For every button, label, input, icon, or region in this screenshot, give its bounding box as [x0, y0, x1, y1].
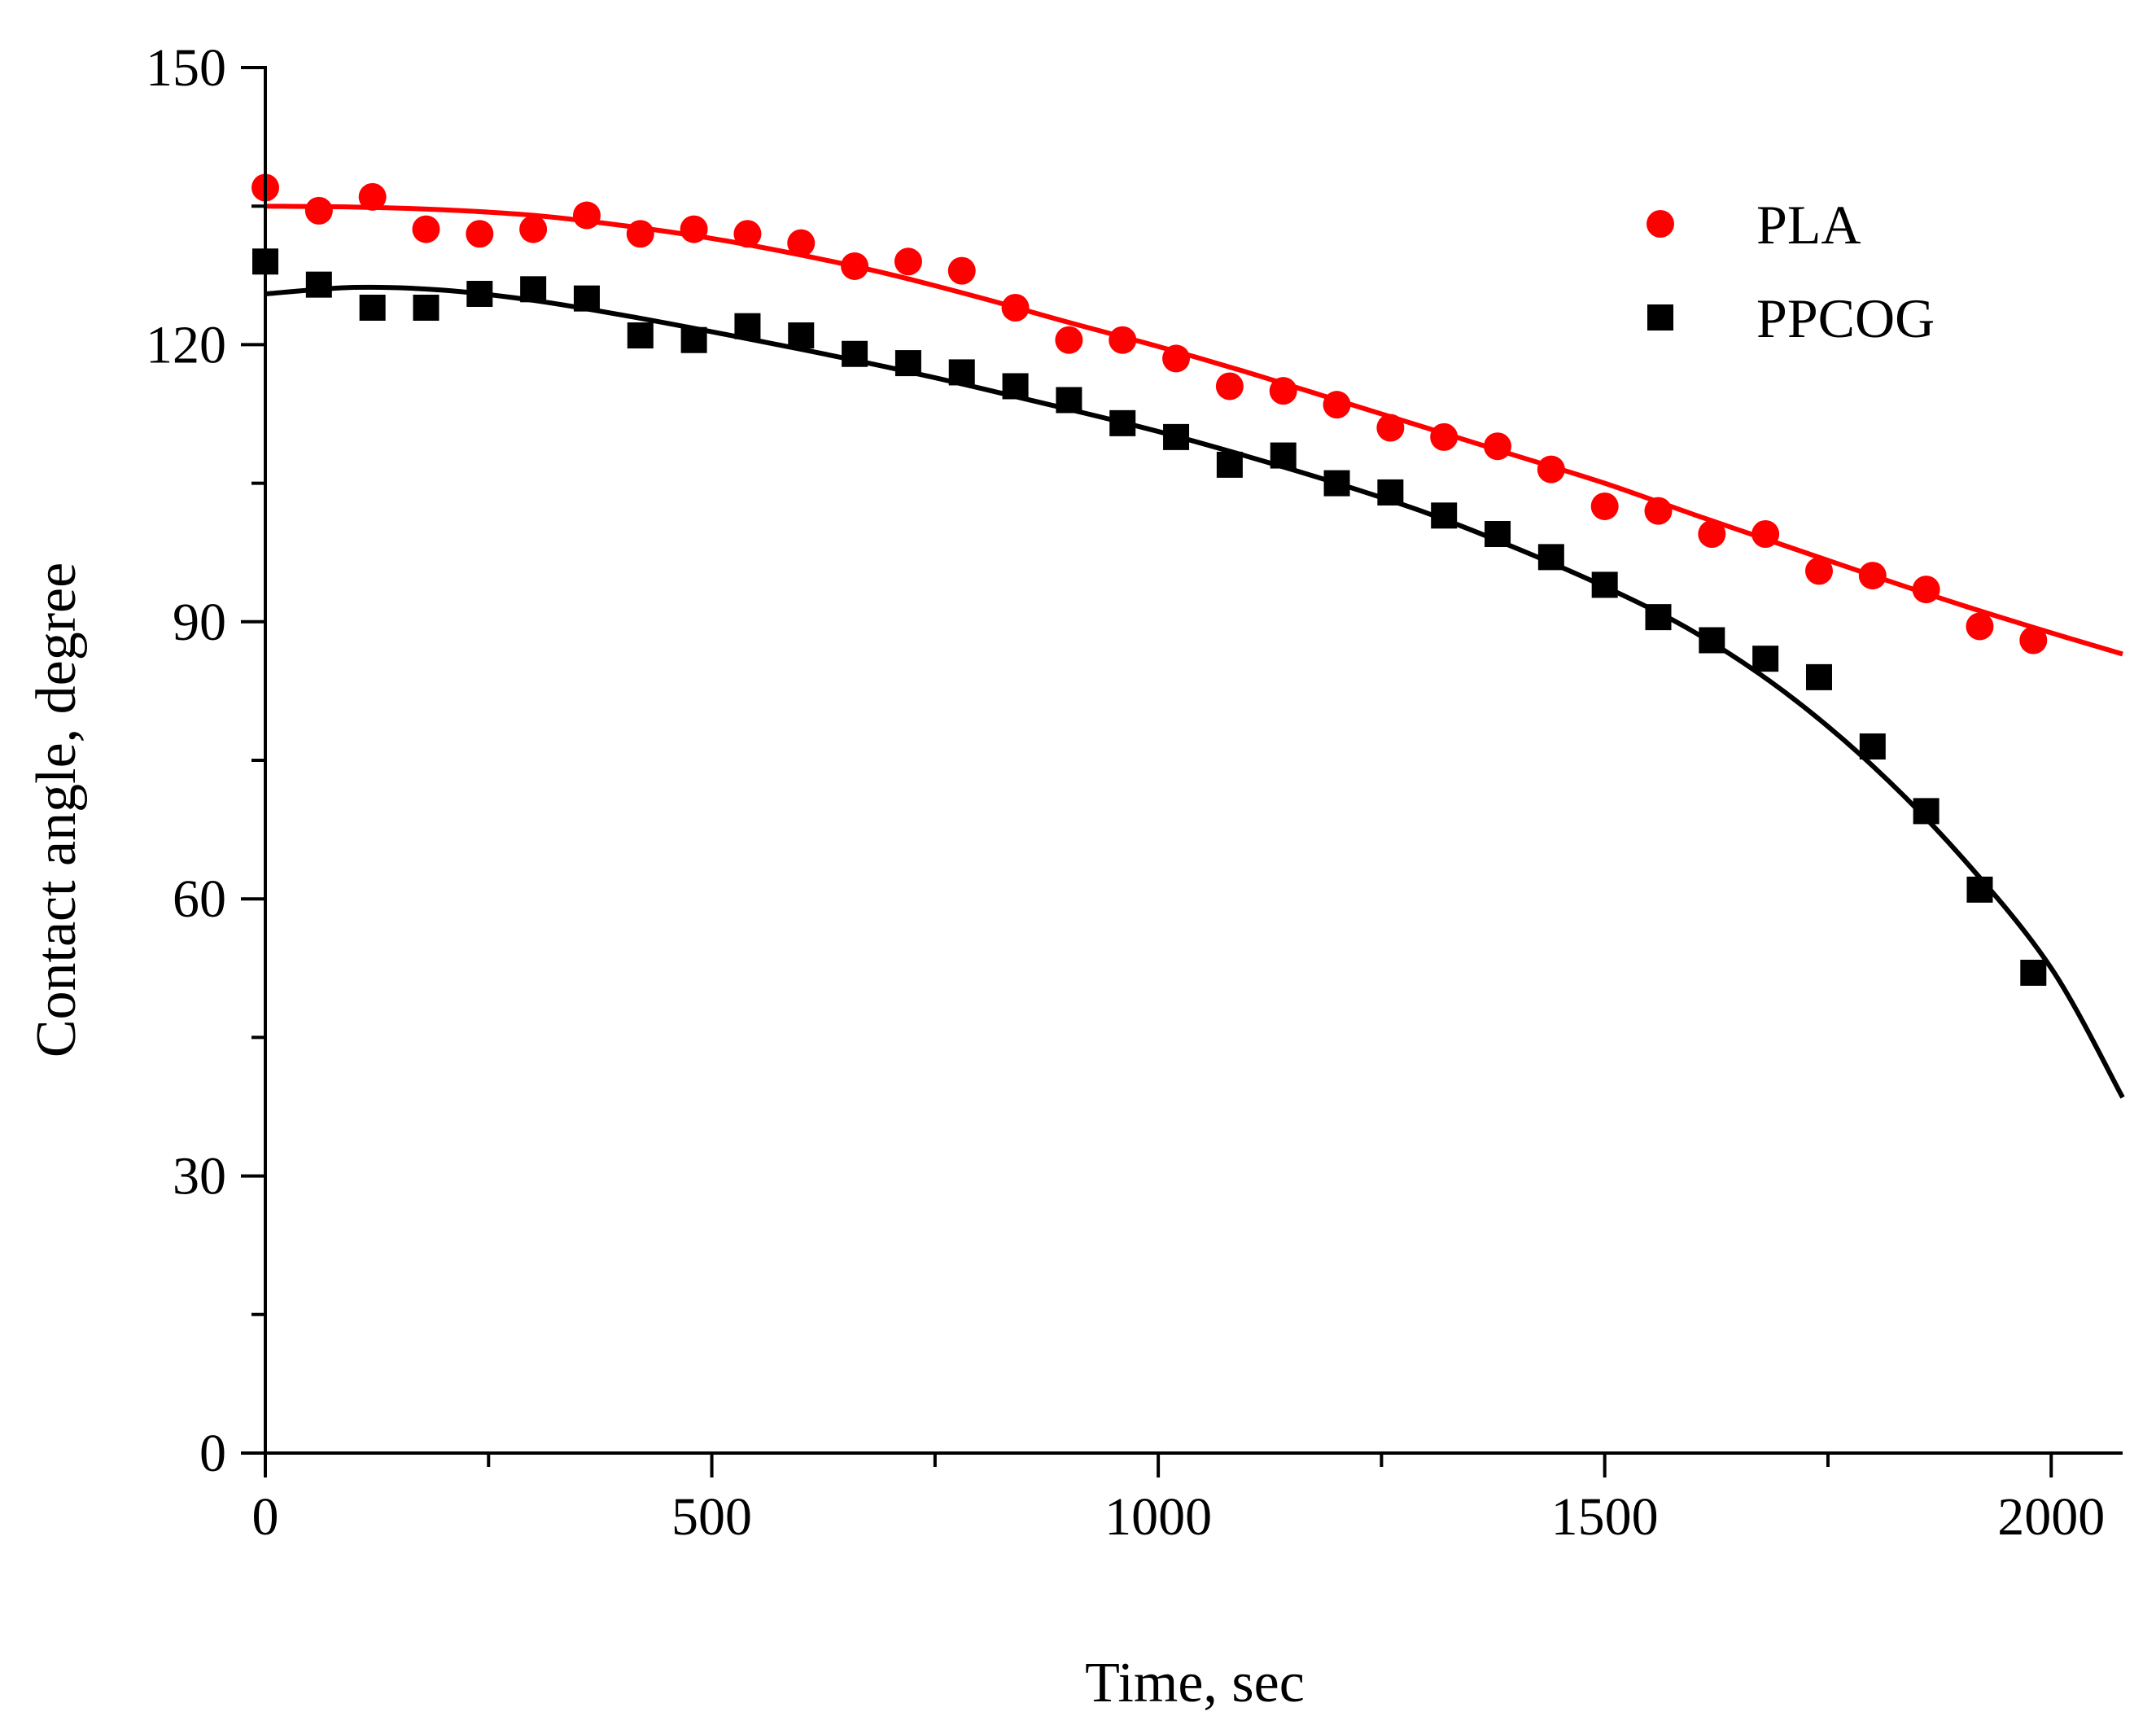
- point-pla: [680, 215, 708, 243]
- fit-line-ppcog: [265, 284, 2125, 1099]
- x-tick-label: 0: [252, 1487, 279, 1547]
- legend: PLA PPCOG: [1647, 194, 1935, 349]
- y-tick-label: 90: [173, 593, 226, 652]
- point-pla: [519, 215, 548, 243]
- point-pla: [787, 229, 816, 257]
- x-tick-label: 500: [671, 1487, 752, 1547]
- point-ppcog: [466, 280, 493, 307]
- plot-markers: [251, 173, 2048, 986]
- point-pla: [1430, 422, 1458, 451]
- point-ppcog: [573, 285, 600, 312]
- x-tick-label: 2000: [1997, 1487, 2105, 1547]
- point-ppcog: [948, 359, 975, 386]
- point-pla: [1215, 372, 1244, 401]
- point-pla: [1698, 520, 1726, 549]
- point-ppcog: [627, 322, 654, 349]
- point-ppcog: [1056, 387, 1082, 414]
- point-ppcog: [1966, 876, 1993, 903]
- point-pla: [1590, 492, 1619, 520]
- point-ppcog: [1377, 479, 1404, 506]
- point-ppcog: [1270, 442, 1297, 469]
- axes: [241, 66, 2123, 1477]
- x-tick-labels: 0 500 1000 1500 2000: [252, 1487, 2106, 1547]
- y-tick-label: 120: [146, 315, 226, 374]
- point-pla: [2019, 626, 2048, 654]
- point-ppcog: [1431, 502, 1458, 529]
- point-ppcog: [520, 276, 547, 303]
- point-pla: [466, 220, 494, 248]
- point-pla: [841, 252, 869, 280]
- legend-label-pla: PLA: [1756, 194, 1861, 256]
- point-ppcog: [1645, 604, 1672, 631]
- point-pla: [1966, 612, 1994, 641]
- point-pla: [1001, 294, 1030, 322]
- point-pla: [1162, 344, 1191, 373]
- point-ppcog: [1752, 646, 1779, 672]
- x-tick-label: 1500: [1551, 1487, 1659, 1547]
- point-pla: [572, 201, 601, 230]
- x-tick-label: 1000: [1104, 1487, 1212, 1547]
- legend-label-ppcog: PPCOG: [1756, 287, 1935, 349]
- point-pla: [412, 215, 440, 243]
- y-axis-title: Contact angle, degree: [25, 563, 88, 1057]
- y-tick-label: 0: [199, 1424, 226, 1483]
- point-pla: [894, 247, 922, 276]
- point-pla: [1537, 455, 1565, 484]
- point-pla: [1055, 326, 1083, 354]
- point-ppcog: [680, 326, 707, 353]
- point-pla: [1484, 432, 1512, 461]
- legend-marker-pla: [1647, 210, 1674, 238]
- point-ppcog: [1913, 798, 1940, 825]
- point-pla: [1323, 391, 1351, 419]
- point-ppcog: [1591, 571, 1618, 598]
- point-ppcog: [1537, 544, 1564, 571]
- point-ppcog: [1109, 409, 1136, 436]
- point-pla: [1858, 562, 1887, 590]
- x-axis-title: Time, sec: [1085, 1652, 1305, 1714]
- point-pla: [626, 220, 654, 248]
- y-tick-labels: 0 30 60 90 120 150: [146, 38, 226, 1483]
- y-tick-label: 30: [173, 1147, 226, 1206]
- point-ppcog: [1163, 423, 1190, 450]
- y-tick-label: 60: [173, 869, 226, 929]
- point-ppcog: [1002, 373, 1029, 400]
- point-ppcog: [1323, 470, 1350, 497]
- point-ppcog: [2020, 959, 2047, 986]
- point-ppcog: [894, 350, 921, 377]
- point-ppcog: [1485, 521, 1511, 548]
- point-pla: [1109, 326, 1137, 354]
- point-ppcog: [305, 271, 332, 298]
- point-pla: [358, 182, 387, 211]
- point-ppcog: [734, 313, 761, 339]
- point-pla: [1644, 497, 1673, 525]
- point-pla: [1376, 414, 1405, 442]
- point-pla: [1751, 520, 1780, 549]
- legend-marker-ppcog: [1647, 304, 1673, 331]
- point-pla: [1912, 576, 1940, 604]
- point-ppcog: [413, 295, 440, 322]
- point-pla: [733, 220, 762, 248]
- point-ppcog: [788, 322, 815, 349]
- point-pla: [304, 196, 333, 225]
- point-ppcog: [1699, 627, 1725, 654]
- y-tick-label: 150: [146, 38, 226, 98]
- point-pla: [1269, 377, 1297, 405]
- point-ppcog: [1805, 663, 1832, 690]
- point-ppcog: [1859, 733, 1886, 760]
- point-ppcog: [842, 340, 868, 367]
- point-ppcog: [1216, 451, 1243, 478]
- point-pla: [947, 256, 976, 285]
- point-pla: [1804, 557, 1833, 585]
- point-ppcog: [359, 295, 386, 322]
- fit-line-pla: [265, 204, 2123, 657]
